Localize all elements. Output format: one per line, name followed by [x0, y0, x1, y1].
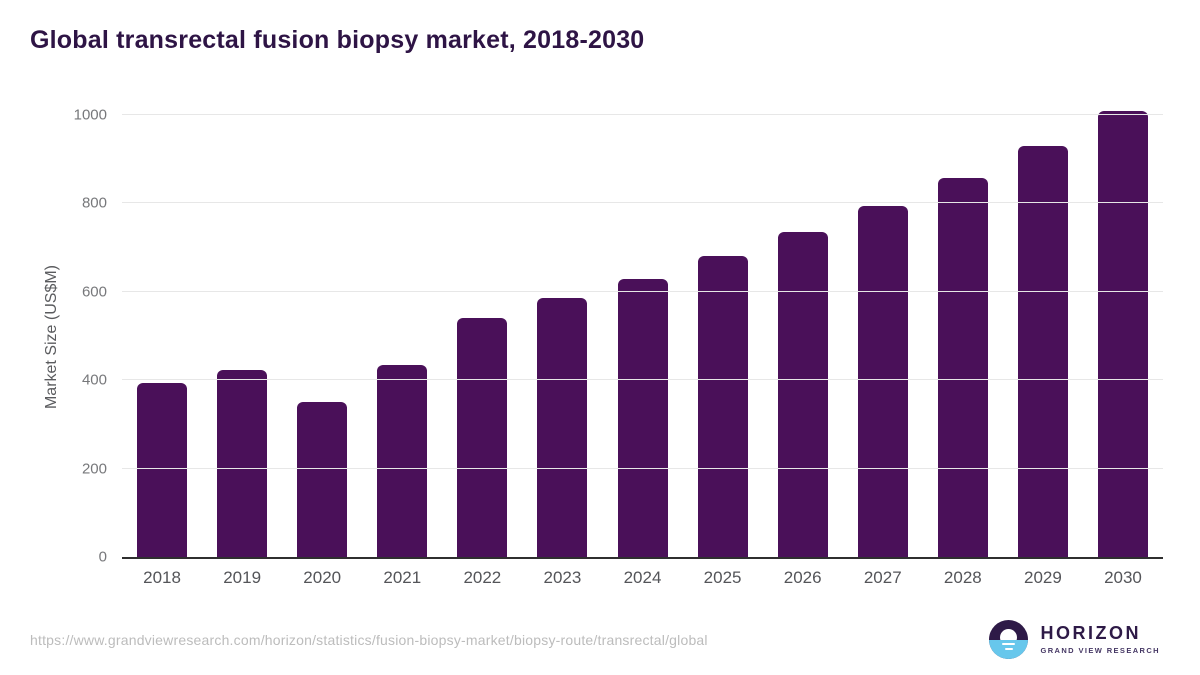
y-tick-label-600: 600: [81, 283, 107, 301]
y-tick-label-400: 400: [81, 371, 107, 389]
x-tick-label-2019: 2019: [223, 568, 262, 587]
bar-2026: [777, 231, 828, 557]
bar-slot-2026: [763, 115, 843, 557]
bar-slot-2029: [1003, 115, 1083, 557]
chart-title: Global transrectal fusion biopsy market,…: [30, 26, 645, 54]
x-axis-labels: 2018 2019 2020 2021 2022 2023 2024 2025 2026 2027…: [122, 568, 1163, 588]
x-tick-label-2027: 2027: [863, 568, 902, 587]
gridline-1000: [122, 114, 1163, 115]
bar-2021: [377, 365, 428, 557]
y-tick-label-1000: 1000: [73, 106, 107, 124]
bar-slot-2025: [683, 115, 763, 557]
x-tick-label-2018: 2018: [143, 568, 181, 587]
bar-2018: [137, 383, 188, 557]
bar-slot-2022: [442, 115, 522, 557]
gridline-800: [122, 202, 1163, 204]
x-tick-label-2024: 2024: [623, 568, 662, 587]
x-tick-label-2030: 2030: [1104, 568, 1142, 587]
bar-slot-2020: [282, 115, 362, 557]
bar-slot-2023: [522, 115, 602, 557]
y-tick-label-0: 0: [98, 548, 107, 566]
logo-subtitle-text: GRAND VIEW RESEARCH: [1040, 645, 1160, 655]
bar-slot-2018: [122, 115, 202, 557]
horizon-sunset-icon: [989, 620, 1029, 659]
x-tick-label-2021: 2021: [383, 568, 422, 587]
x-tick-label-2028: 2028: [943, 568, 982, 587]
bar-2019: [217, 369, 268, 557]
bar-slot-2021: [362, 115, 442, 557]
bar-2025: [697, 256, 748, 557]
x-tick-label-2029: 2029: [1023, 568, 1062, 587]
x-tick-label-2022: 2022: [463, 568, 502, 587]
x-tick-label-2026: 2026: [783, 568, 822, 587]
y-tick-label-800: 800: [81, 194, 107, 212]
bar-2022: [457, 318, 508, 557]
plot-area: 0 200 400 600 800 1000: [74, 107, 1163, 566]
bar-2030: [1097, 111, 1148, 557]
bar-2028: [937, 177, 988, 557]
bar-2024: [617, 278, 668, 557]
bar-2027: [857, 205, 908, 557]
y-axis-title: Market Size (US$M): [43, 264, 60, 410]
bar-slot-2019: [202, 115, 282, 557]
x-tick-label-2023: 2023: [543, 568, 582, 587]
x-tick-label-2025: 2025: [703, 568, 742, 587]
source-url: https://www.grandviewresearch.com/horizo…: [30, 632, 708, 648]
bar-slot-2027: [843, 115, 923, 557]
gridline-200: [122, 467, 1163, 469]
bar-2029: [1017, 146, 1068, 557]
y-tick-label-200: 200: [81, 460, 107, 478]
bar-row: [122, 111, 1163, 557]
gridline-400: [122, 379, 1163, 381]
logo-sea-half: [989, 639, 1029, 659]
x-tick-label-2020: 2020: [303, 568, 342, 587]
bar-slot-2030: [1083, 111, 1163, 557]
bar-slot-2024: [602, 115, 682, 557]
bar-2020: [297, 402, 348, 557]
gridline-600: [122, 290, 1163, 292]
bar-2023: [537, 298, 588, 557]
logo-text-block: HORIZON GRAND VIEW RESEARCH: [1040, 623, 1160, 655]
logo-brand-text: HORIZON: [1040, 623, 1141, 644]
horizon-logo: HORIZON GRAND VIEW RESEARCH: [989, 620, 1160, 659]
bar-slot-2028: [923, 115, 1003, 557]
